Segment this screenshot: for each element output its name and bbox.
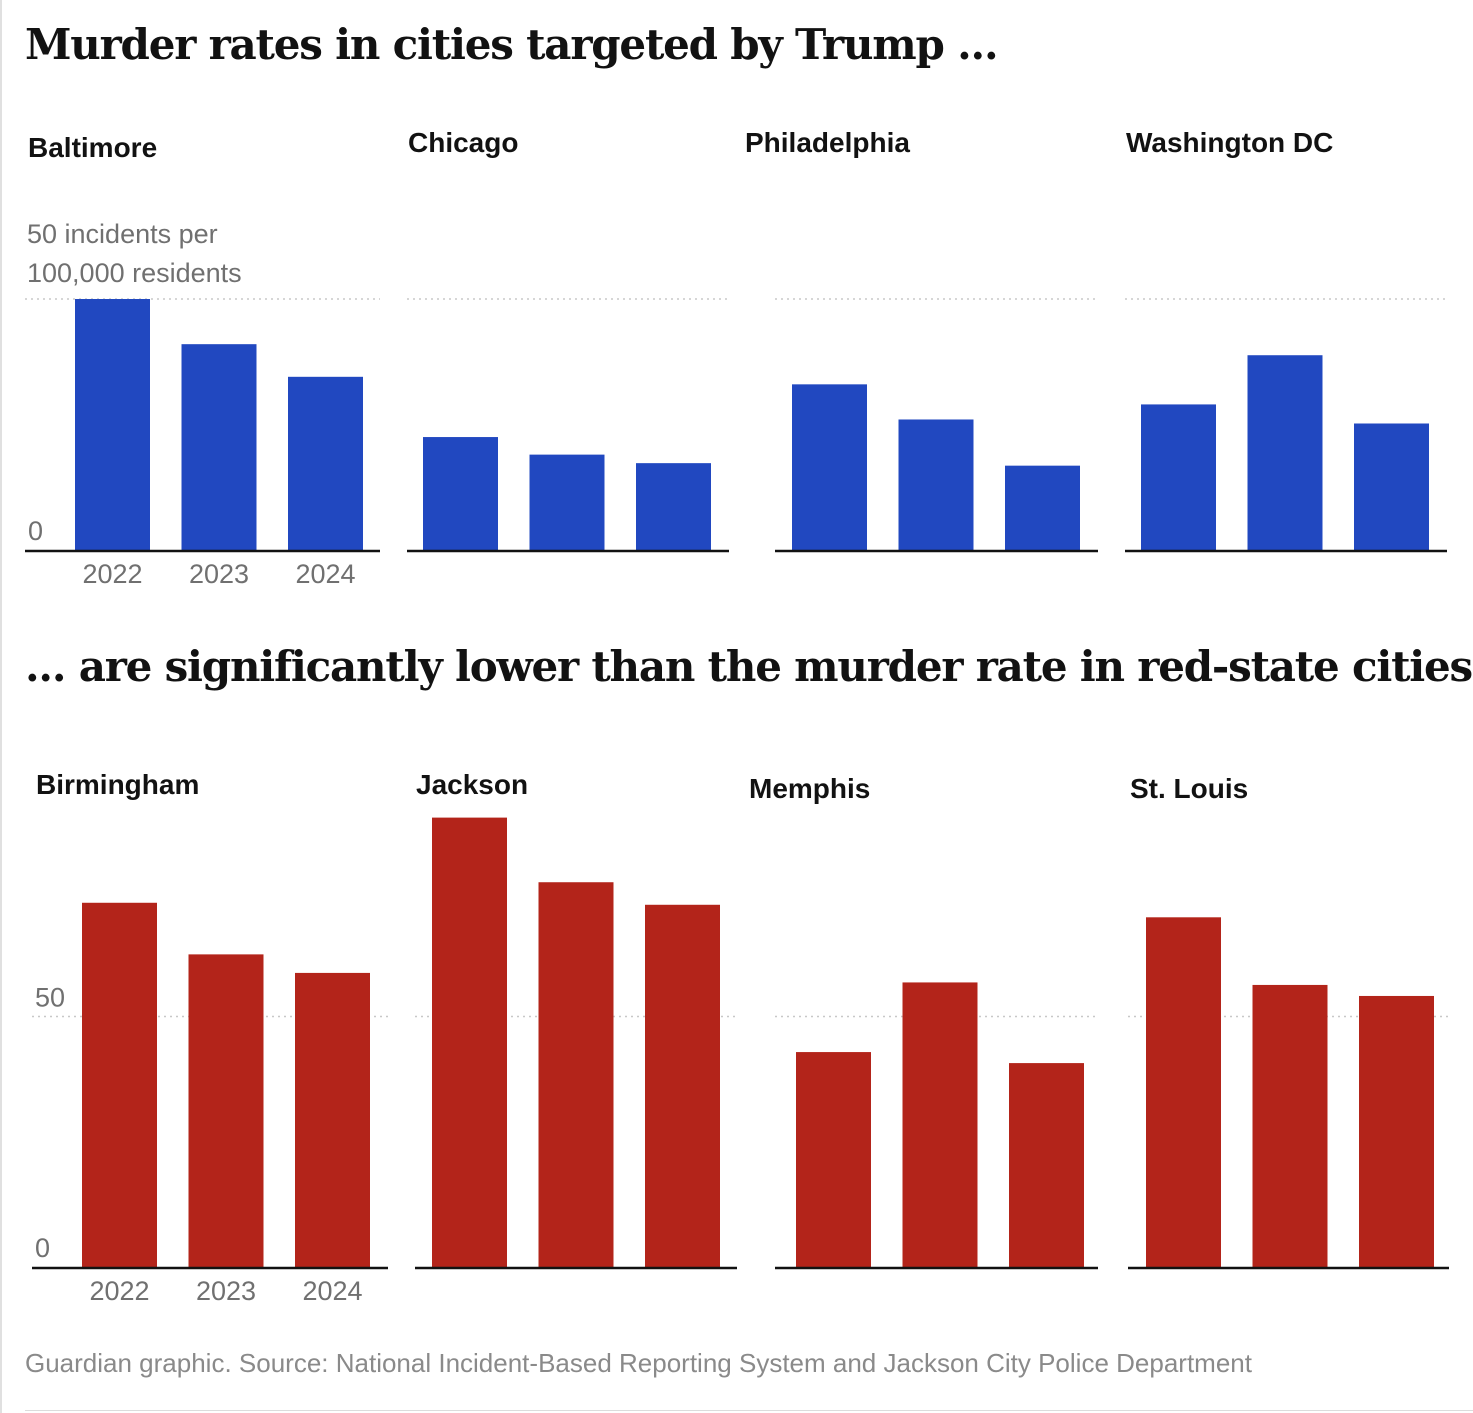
bar-memphis-2023 xyxy=(902,982,978,1267)
bar-washington-dc-2022 xyxy=(1141,404,1216,550)
bar-washington-dc-2023 xyxy=(1247,355,1323,550)
bar-baltimore-2024 xyxy=(288,376,363,550)
panel-title-memphis: Memphis xyxy=(749,773,870,804)
panel-title-baltimore: Baltimore xyxy=(28,132,157,163)
bar-birmingham-2022 xyxy=(82,902,157,1267)
bar-birmingham-2024 xyxy=(295,972,370,1267)
y-tick-label-50: 50 xyxy=(35,983,65,1013)
x-tick-label-2022: 2022 xyxy=(82,559,142,589)
panel-title-birmingham: Birmingham xyxy=(36,769,199,800)
chart-title-bottom: ... are significantly lower than the mur… xyxy=(25,642,1473,691)
bar-birmingham-2023 xyxy=(188,954,264,1267)
bar-baltimore-2022 xyxy=(75,299,150,550)
y-tick-label-0: 0 xyxy=(28,516,43,546)
bar-jackson-2023 xyxy=(538,882,614,1267)
y-unit-label-line-1: 50 incidents per xyxy=(27,219,218,249)
bar-jackson-2022 xyxy=(432,817,507,1267)
bar-baltimore-2023 xyxy=(181,344,257,550)
x-tick-label-2024: 2024 xyxy=(302,1276,362,1306)
bar-memphis-2024 xyxy=(1009,1063,1084,1267)
chart-title-top: Murder rates in cities targeted by Trump… xyxy=(25,20,999,69)
panel-title-philadelphia: Philadelphia xyxy=(745,127,910,158)
x-tick-label-2024: 2024 xyxy=(295,559,355,589)
x-tick-label-2022: 2022 xyxy=(89,1276,149,1306)
panel-title-st-louis: St. Louis xyxy=(1130,773,1248,804)
bar-jackson-2024 xyxy=(645,904,720,1267)
bar-chicago-2024 xyxy=(636,463,711,550)
y-unit-label-line-2: 100,000 residents xyxy=(27,258,242,288)
bar-washington-dc-2024 xyxy=(1354,423,1429,550)
bar-philadelphia-2023 xyxy=(898,419,974,550)
bar-chicago-2022 xyxy=(423,437,498,550)
left-border xyxy=(0,0,2,1413)
panel-title-jackson: Jackson xyxy=(416,769,528,800)
panel-title-chicago: Chicago xyxy=(408,127,518,158)
bar-philadelphia-2024 xyxy=(1005,465,1080,550)
bar-st-louis-2023 xyxy=(1252,984,1328,1267)
bar-chicago-2023 xyxy=(529,454,605,550)
bar-st-louis-2022 xyxy=(1146,917,1221,1267)
bar-st-louis-2024 xyxy=(1359,995,1434,1267)
source-note: Guardian graphic. Source: National Incid… xyxy=(25,1348,1252,1378)
panel-title-washington-dc: Washington DC xyxy=(1126,127,1333,158)
bottom-divider xyxy=(25,1410,1473,1411)
bar-philadelphia-2022 xyxy=(792,384,867,550)
x-tick-label-2023: 2023 xyxy=(189,559,249,589)
x-tick-label-2023: 2023 xyxy=(196,1276,256,1306)
bar-memphis-2022 xyxy=(796,1052,871,1267)
y-tick-label-0: 0 xyxy=(35,1233,50,1263)
